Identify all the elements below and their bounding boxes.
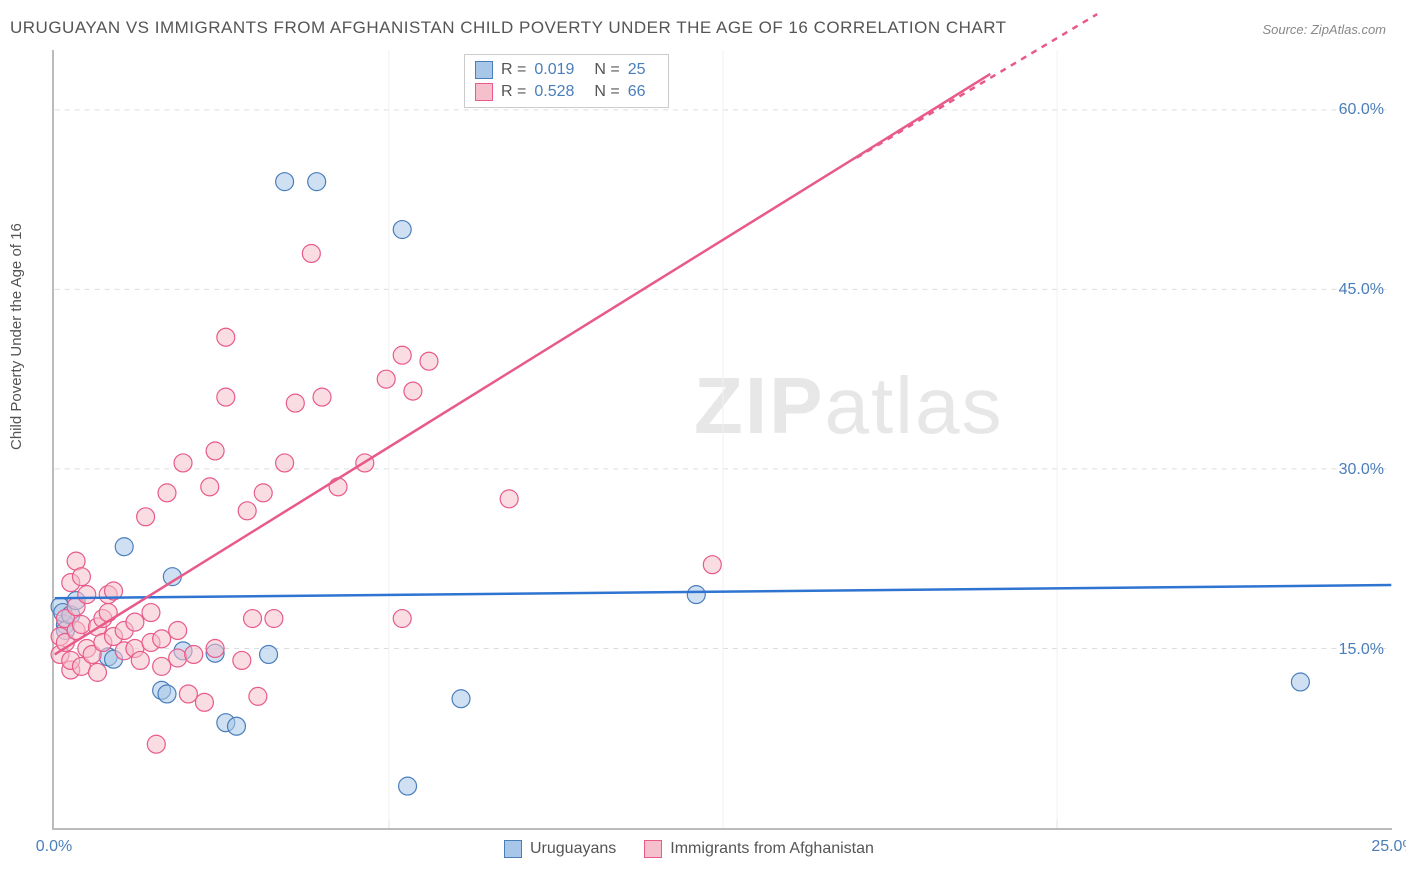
data-point — [286, 394, 304, 412]
legend-swatch — [644, 840, 662, 858]
data-point — [276, 173, 294, 191]
data-point — [179, 685, 197, 703]
legend-item: Uruguayans — [504, 840, 616, 858]
stat-row: R = 0.528 N = 66 — [475, 81, 658, 103]
r-label: R = — [501, 61, 526, 79]
n-value: 25 — [628, 61, 646, 79]
r-value: 0.019 — [534, 61, 574, 79]
r-label: R = — [501, 83, 526, 101]
data-point — [78, 586, 96, 604]
stat-row: R = 0.019 N = 25 — [475, 59, 658, 81]
y-axis-label: Child Poverty Under the Age of 16 — [8, 223, 25, 450]
data-point — [265, 610, 283, 628]
y-tick-label: 45.0% — [1339, 281, 1384, 299]
y-tick-label: 30.0% — [1339, 461, 1384, 479]
series-swatch — [475, 83, 493, 101]
data-point — [169, 622, 187, 640]
data-point — [452, 690, 470, 708]
data-point — [137, 508, 155, 526]
legend-swatch — [504, 840, 522, 858]
data-point — [131, 651, 149, 669]
data-point — [308, 173, 326, 191]
n-value: 66 — [628, 83, 646, 101]
data-point — [72, 616, 90, 634]
data-point — [126, 613, 144, 631]
data-point — [174, 454, 192, 472]
data-point — [302, 245, 320, 263]
data-point — [393, 346, 411, 364]
n-label: N = — [594, 61, 619, 79]
data-point — [393, 610, 411, 628]
trend-line — [55, 74, 991, 655]
x-tick-label: 0.0% — [36, 838, 72, 856]
data-point — [233, 651, 251, 669]
x-tick-label: 25.0% — [1371, 838, 1406, 856]
legend: Uruguayans Immigrants from Afghanistan — [504, 840, 874, 858]
data-point — [206, 639, 224, 657]
series-swatch — [475, 61, 493, 79]
scatter-plot-area: ZIPatlas R =0.019N =25R =0.528N =66 Urug… — [52, 50, 1392, 830]
data-point — [217, 388, 235, 406]
data-point — [115, 538, 133, 556]
data-point — [89, 663, 107, 681]
data-point — [329, 478, 347, 496]
correlation-stat-box: R = 0.019 N = 25 R = 0.528 N = 66 — [464, 54, 669, 108]
r-value: 0.528 — [534, 83, 574, 101]
data-point — [158, 484, 176, 502]
y-tick-label: 60.0% — [1339, 101, 1384, 119]
data-point — [217, 328, 235, 346]
legend-item: Immigrants from Afghanistan — [644, 840, 874, 858]
data-point — [404, 382, 422, 400]
chart-title: URUGUAYAN VS IMMIGRANTS FROM AFGHANISTAN… — [10, 18, 1007, 38]
n-label: N = — [594, 83, 619, 101]
y-tick-label: 15.0% — [1339, 641, 1384, 659]
data-point — [153, 657, 171, 675]
data-point — [687, 586, 705, 604]
data-point — [147, 735, 165, 753]
data-point — [420, 352, 438, 370]
data-point — [249, 687, 267, 705]
data-point — [238, 502, 256, 520]
data-point — [158, 685, 176, 703]
data-point — [195, 693, 213, 711]
data-point — [1291, 673, 1309, 691]
data-point — [72, 568, 90, 586]
plot-svg — [54, 50, 1392, 828]
data-point — [201, 478, 219, 496]
legend-label: Uruguayans — [530, 840, 616, 858]
legend-label: Immigrants from Afghanistan — [670, 840, 874, 858]
data-point — [244, 610, 262, 628]
data-point — [377, 370, 395, 388]
data-point — [185, 645, 203, 663]
data-point — [142, 604, 160, 622]
data-point — [276, 454, 294, 472]
data-point — [313, 388, 331, 406]
data-point — [703, 556, 721, 574]
data-point — [254, 484, 272, 502]
data-point — [500, 490, 518, 508]
source-attribution: Source: ZipAtlas.com — [1262, 22, 1386, 37]
data-point — [260, 645, 278, 663]
data-point — [393, 221, 411, 239]
data-point — [228, 717, 246, 735]
data-point — [399, 777, 417, 795]
data-point — [153, 630, 171, 648]
data-point — [206, 442, 224, 460]
data-point — [169, 649, 187, 667]
